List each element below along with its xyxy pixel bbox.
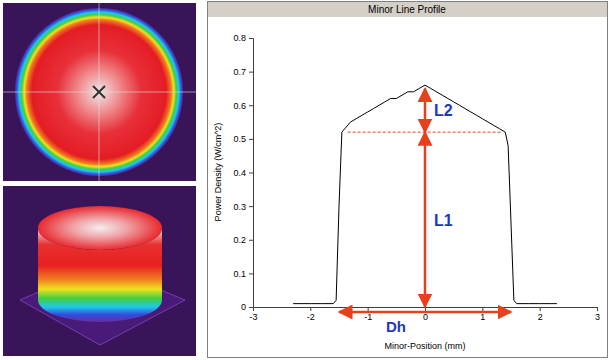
annotation-label: L1 — [434, 212, 453, 229]
tick-mark — [425, 307, 426, 311]
tick-mark — [249, 240, 253, 241]
tick-mark — [249, 206, 253, 207]
beam-images — [3, 3, 196, 356]
tick-label: 2 — [538, 312, 543, 322]
axis-line — [254, 308, 598, 312]
tick-mark — [482, 307, 483, 311]
tick: 0.1 — [233, 269, 253, 279]
tick-label: 0.1 — [233, 269, 246, 279]
tick: -1 — [364, 307, 372, 322]
page: Minor Line Profile 0 0.1 0.2 0.3 0.4 0.5 0.6 0.7… — [0, 0, 610, 360]
panel-header — [208, 2, 607, 17]
center-mark — [93, 86, 105, 98]
tick-mark — [249, 105, 253, 106]
tick: 0.3 — [233, 202, 253, 212]
tick: 0 — [241, 302, 253, 312]
tick-label: 0 — [241, 302, 246, 312]
tick-mark — [249, 173, 253, 174]
tick-label: -3 — [249, 312, 257, 322]
beam-3d-top — [38, 206, 162, 250]
tick-label: 0.5 — [233, 134, 246, 144]
tick: 3 — [595, 307, 600, 322]
tick-label: 0.6 — [233, 101, 246, 111]
tick: 2 — [538, 307, 543, 322]
tick-label: 0.8 — [233, 33, 246, 43]
tick-mark — [368, 307, 369, 311]
annotation-label: L2 — [434, 102, 453, 119]
x-axis: -3 -2 -1 0 1 2 3 — [249, 307, 600, 322]
tick: 1 — [480, 307, 485, 322]
dimension-arrow — [424, 88, 427, 132]
tick-label: 3 — [595, 312, 600, 322]
tick-label: -2 — [307, 312, 315, 322]
tick: 0.7 — [233, 67, 253, 77]
tick-label: -1 — [364, 312, 372, 322]
reference-line — [348, 132, 503, 133]
tick-mark — [310, 307, 311, 311]
tick: 0.5 — [233, 134, 253, 144]
x-axis-label: Minor-Position (mm) — [384, 341, 465, 351]
tick: 0.4 — [233, 168, 253, 178]
tick-label: 0.2 — [233, 235, 246, 245]
tick: 0.2 — [233, 235, 253, 245]
image-background — [3, 3, 196, 181]
tick: -3 — [249, 307, 257, 322]
tick-label: 0.7 — [233, 67, 246, 77]
tick-label: 0 — [423, 312, 428, 322]
tick: 0.6 — [233, 101, 253, 111]
axis-line — [249, 39, 254, 308]
tick-mark — [249, 72, 253, 73]
tick-mark — [249, 139, 253, 140]
tick-mark — [249, 273, 253, 274]
tick-mark — [597, 307, 598, 311]
tick-mark — [253, 307, 254, 311]
tick-label: 0.4 — [233, 168, 246, 178]
y-axis-label: Power Density (W/cm^2) — [213, 123, 223, 222]
annotation-label: Dh — [386, 318, 406, 335]
panel-frame — [208, 2, 608, 358]
tick: -2 — [307, 307, 315, 322]
tick-label: 0.3 — [233, 202, 246, 212]
y-axis: 0 0.1 0.2 0.3 0.4 0.5 0.6 0.7 0.8 — [233, 33, 253, 312]
tick-label: 1 — [480, 312, 485, 322]
tick: 0 — [423, 307, 428, 322]
dimension-arrow — [339, 311, 511, 314]
tick-mark — [540, 307, 541, 311]
image-background — [3, 186, 196, 356]
tick-mark — [249, 307, 253, 308]
tick-mark — [249, 38, 253, 39]
annotations: L1 L2 Dh — [339, 88, 511, 335]
chart-title: Minor Line Profile — [368, 4, 446, 15]
dimension-arrow — [424, 132, 427, 307]
tick: 0.8 — [233, 33, 253, 43]
